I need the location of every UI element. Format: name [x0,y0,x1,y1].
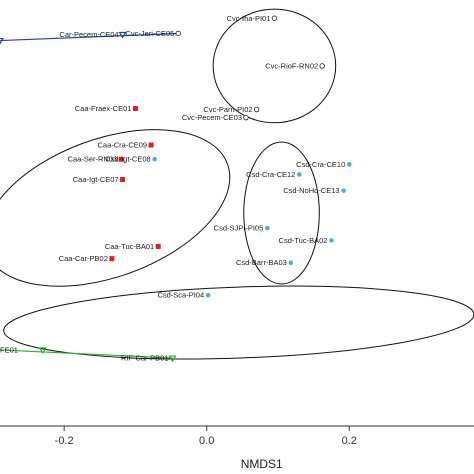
point-csd-tuc-ba02-label: Csd-Tuc-BA02 [279,236,328,245]
point-caa-tuc-ba01-label: Caa-Tuc-BA01 [105,242,154,251]
point-csd-barr-ba03-label: Csd-Barr-BA03 [236,258,287,267]
edge-marker-left-marker [0,37,5,45]
point-caa-fraex-ce01-label: Caa-Fraex-CE01 [75,104,132,113]
point-csd-cra-ce10-label: Csd-Cra-CE10 [296,160,345,169]
point-caa-ser-rn03-label: Caa-Ser-RN03 [68,155,118,164]
point-csd-igt-ce08-label: Csd-Igt-CE08 [105,155,150,164]
point-car-pecem-ce04-marker [118,31,127,39]
point-caa-cra-ce09-marker [148,142,154,148]
group-ellipse-1 [212,8,337,124]
point-caa-ser-rn03-marker [118,156,124,162]
point-cvc-iha-pi01-label: Cvc-Iha-PI01 [227,14,271,23]
point-rif-car-pb01-label: RIF-Car-PB01 [121,354,169,363]
connector-lines [0,32,179,359]
point-csd-igt-ce08-marker [152,156,157,162]
point-csd-cra-ce12-label: Csd-Cra-CE12 [246,170,295,179]
point-csd-tuc-ba02-marker [329,238,334,243]
point-cvc-pecem-ce03-label: Cvc-Pecem-CE03 [182,113,242,122]
point-cvc-jeri-ce05-marker [175,30,181,37]
point-cvc-riof-rn02-label: Cvc-RioF-RN02 [265,61,318,70]
group-ellipse-3 [243,141,320,285]
x-tick-label-1: 0.0 [199,435,214,447]
x-axis-label: NMDS1 [241,457,283,471]
point-cvc-parn-pi02-marker [253,106,260,113]
group-ellipse-2 [0,129,231,287]
point-cvc-pecem-ce03-marker [243,114,249,121]
data-points [0,15,352,363]
point-csd-noho-ce13-label: Csd-NoHo-CE13 [283,186,339,195]
point-caa-fraex-ce01-marker [132,106,138,112]
x-tick-label-2: 0.2 [342,435,357,447]
point-caa-cra-ce09-label: Caa-Cra-CE09 [98,141,148,150]
point-cvc-riof-rn02-marker [319,63,325,69]
point-cvc-jeri-ce05-label: Cvc-Jeri-CE05 [125,29,174,38]
x-tick-label-0: -0.2 [55,435,74,447]
point-fe01-marker [38,347,47,355]
point-csd-sjpi-pi05-marker [264,225,270,231]
point-rif-car-pb01-marker [168,355,177,363]
point-caa-igt-ce07-label: Caa-Igt-CE07 [73,175,119,184]
connector-line-bottom [0,349,173,359]
point-csd-cra-ce10-marker [346,162,352,167]
point-caa-igt-ce07-marker [120,177,126,183]
point-csd-sjpi-pi05-label: Csd-SJPI-PI05 [214,224,264,233]
point-csd-noho-ce13-marker [341,188,346,193]
point-cvc-parn-pi02-label: Cvc-Parn-PI02 [203,105,252,114]
point-csd-cra-ce12-marker [297,172,302,177]
x-axis-ticks: -0.2 0.0 0.2 [55,426,357,447]
connector-line-top [0,32,179,42]
point-csd-sca-pi04-label: Csd-Sca-PI04 [157,291,204,300]
group-ellipses [0,8,474,360]
point-caa-tuc-ba01-marker [155,243,161,249]
point-labels: Car-Pecem-CE04 Cvc-Jeri-CE05 Cvc-Iha-PI01 C… [0,14,345,363]
point-cvc-iha-pi01-marker [271,15,278,21]
point-csd-sca-pi04-marker [205,292,211,298]
point-fe01-label: FE01 [0,345,18,354]
point-csd-barr-ba03-marker [288,260,294,266]
point-caa-car-pb02-marker [109,256,115,262]
point-car-pecem-ce04-label: Car-Pecem-CE04 [59,30,118,39]
point-caa-car-pb02-label: Caa-Car-PB02 [59,254,108,263]
